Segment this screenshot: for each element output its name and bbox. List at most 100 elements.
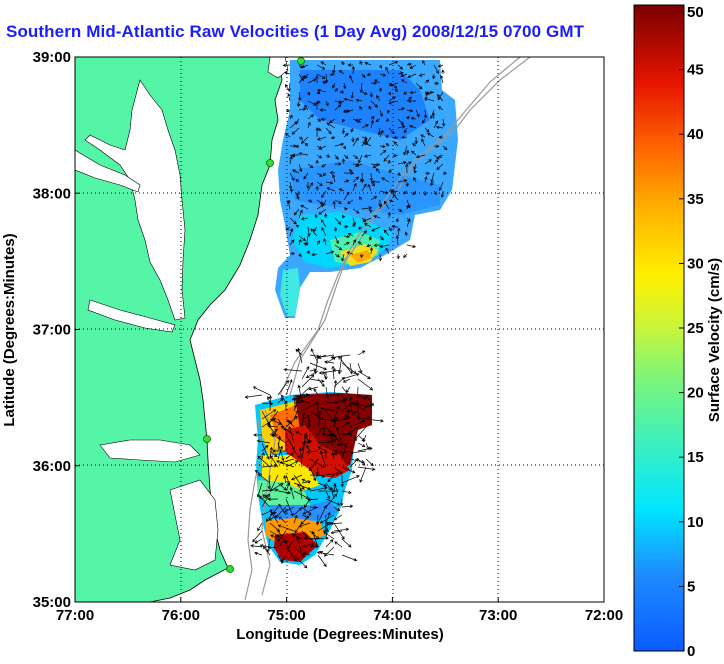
velocity-arrow xyxy=(254,538,263,544)
velocity-arrow xyxy=(368,105,372,111)
velocity-arrow xyxy=(277,435,282,452)
velocity-arrow xyxy=(269,522,281,532)
velocity-arrow xyxy=(289,217,297,225)
velocity-arrow xyxy=(329,72,336,77)
velocity-arrow xyxy=(343,225,349,229)
velocity-arrow xyxy=(406,161,412,165)
velocity-arrow xyxy=(281,554,287,564)
velocity-arrow xyxy=(278,516,287,524)
velocity-arrow xyxy=(341,504,354,508)
velocity-arrow xyxy=(395,235,400,246)
velocity-arrow xyxy=(284,83,291,93)
velocity-arrow xyxy=(403,127,408,134)
velocity-arrow xyxy=(294,208,300,216)
velocity-arrow xyxy=(424,171,431,175)
velocity-arrow xyxy=(327,474,335,483)
velocity-arrow xyxy=(334,541,343,548)
velocity-arrow xyxy=(407,99,417,103)
velocity-arrow xyxy=(285,452,294,460)
velocity-arrow xyxy=(403,145,408,156)
velocity-arrow xyxy=(391,189,399,194)
y-tick-label: 35:00 xyxy=(33,594,71,611)
velocity-arrow xyxy=(289,114,293,120)
velocity-arrow xyxy=(403,190,408,195)
velocity-arrow xyxy=(361,91,368,95)
velocity-arrow xyxy=(332,64,336,74)
velocity-arrow xyxy=(369,208,373,214)
velocity-arrow xyxy=(317,136,327,141)
velocity-arrow xyxy=(244,394,263,399)
velocity-arrow xyxy=(432,73,436,80)
velocity-arrow xyxy=(424,91,429,102)
velocity-arrow xyxy=(323,237,327,246)
velocity-arrow xyxy=(388,199,394,203)
velocity-arrow xyxy=(439,74,444,84)
velocity-arrow xyxy=(325,438,337,444)
velocity-arrow xyxy=(375,168,381,174)
velocity-arrow xyxy=(342,109,354,114)
velocity-arrow xyxy=(349,450,367,455)
velocity-arrow xyxy=(406,218,411,228)
x-tick-label: 72:00 xyxy=(585,607,623,624)
velocity-arrow xyxy=(394,88,399,93)
velocity-arrow xyxy=(396,253,400,260)
velocity-arrow xyxy=(343,82,347,90)
velocity-arrow xyxy=(433,120,439,129)
velocity-arrow xyxy=(261,442,270,460)
velocity-arrow xyxy=(365,394,374,407)
velocity-arrow xyxy=(359,82,364,93)
velocity-arrow xyxy=(285,108,291,113)
velocity-arrow xyxy=(370,100,379,108)
velocity-arrow xyxy=(388,169,392,174)
velocity-arrow xyxy=(405,204,410,210)
radar-site xyxy=(203,435,211,443)
velocity-arrow xyxy=(316,550,335,556)
velocity-arrow xyxy=(298,136,304,140)
velocity-arrow xyxy=(275,460,295,468)
velocity-arrow xyxy=(257,522,263,532)
velocity-arrow xyxy=(317,426,324,436)
velocity-arrow xyxy=(269,455,279,468)
velocity-arrow xyxy=(307,163,314,169)
velocity-arrow xyxy=(301,506,312,516)
velocity-arrow xyxy=(373,243,381,247)
velocity-arrow xyxy=(289,251,296,256)
velocity-arrow xyxy=(316,100,321,104)
velocity-arrow xyxy=(424,159,432,165)
velocity-arrow xyxy=(349,75,354,84)
velocity-arrow xyxy=(368,235,373,241)
velocity-arrow xyxy=(284,71,291,75)
velocity-arrow xyxy=(362,141,372,147)
velocity-arrow xyxy=(359,60,363,66)
velocity-arrow xyxy=(393,141,399,147)
velocity-arrow xyxy=(277,445,284,460)
velocity-arrow xyxy=(306,250,310,255)
velocity-arrow xyxy=(318,145,327,150)
velocity-arrow xyxy=(342,118,346,123)
velocity-arrow xyxy=(357,226,363,230)
velocity-arrow xyxy=(383,229,390,237)
radar-site xyxy=(226,565,234,573)
velocity-arrow xyxy=(309,362,328,371)
velocity-arrow xyxy=(437,64,444,68)
velocity-arrow xyxy=(301,411,306,428)
velocity-arrow xyxy=(357,416,371,420)
velocity-arrow xyxy=(365,442,370,451)
velocity-arrow xyxy=(379,190,389,195)
velocity-arrow xyxy=(424,97,435,102)
velocity-arrow xyxy=(395,217,400,223)
velocity-arrow xyxy=(296,195,300,201)
velocity-arrow xyxy=(400,73,408,78)
velocity-arrow xyxy=(406,62,412,67)
velocity-arrow xyxy=(310,348,319,364)
velocity-arrow xyxy=(388,82,398,89)
velocity-arrow xyxy=(341,127,346,135)
colorbar-tick-label: 30 xyxy=(687,255,704,272)
velocity-arrow xyxy=(330,354,351,360)
velocity-arrow xyxy=(365,458,374,467)
velocity-arrow xyxy=(295,144,300,148)
velocity-arrow xyxy=(388,100,399,105)
velocity-arrow xyxy=(404,231,409,237)
velocity-arrow xyxy=(302,506,319,515)
velocity-arrow xyxy=(320,61,327,66)
